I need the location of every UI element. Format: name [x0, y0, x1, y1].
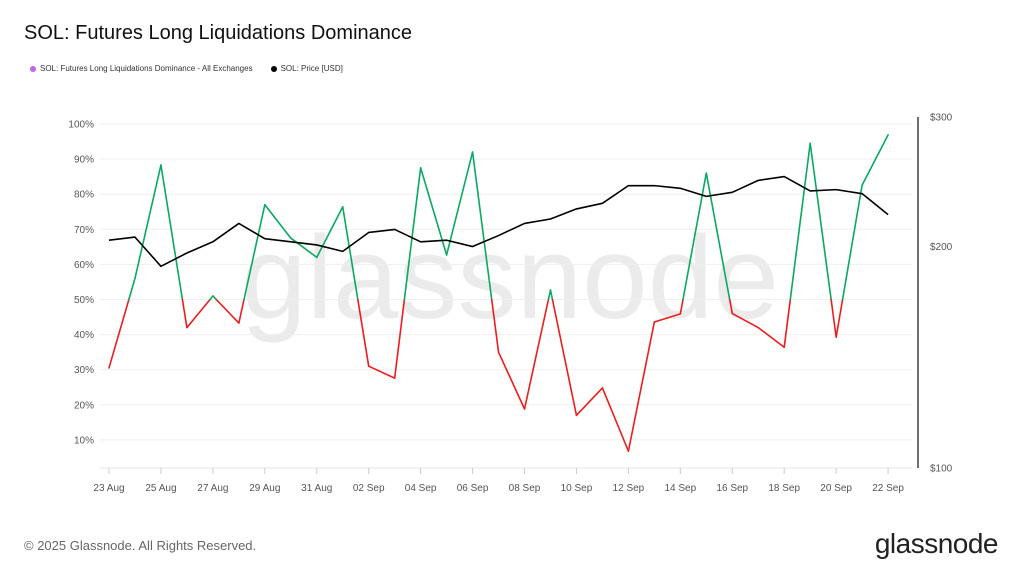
- legend-item-price[interactable]: SOL: Price [USD]: [270, 64, 343, 73]
- dominance-segment-above: [289, 237, 318, 259]
- x-tick-label: 12 Sep: [613, 483, 645, 494]
- y-right-tick-label: $200: [930, 242, 953, 253]
- dominance-segment-above: [789, 142, 811, 301]
- dominance-segment-below: [181, 298, 188, 329]
- x-tick-label: 08 Sep: [509, 483, 541, 494]
- x-tick-label: 10 Sep: [561, 483, 593, 494]
- legend-label: SOL: Price [USD]: [280, 64, 343, 73]
- watermark: glassnode: [241, 212, 779, 344]
- dominance-segment-above: [134, 164, 162, 280]
- legend: SOL: Futures Long Liquidations Dominance…: [30, 64, 343, 73]
- dominance-segment-above: [841, 184, 863, 301]
- dominance-segment-above: [160, 164, 184, 301]
- dominance-segment-below: [497, 351, 526, 410]
- x-tick-label: 20 Sep: [820, 483, 852, 494]
- x-tick-label: 23 Aug: [93, 483, 124, 494]
- dominance-segment-below: [728, 298, 734, 315]
- dominance-segment-below: [757, 326, 786, 349]
- legend-dot-icon: [30, 65, 36, 72]
- y-left-tick-label: 20%: [74, 400, 94, 411]
- chart-title: SOL: Futures Long Liquidations Dominance: [24, 22, 413, 44]
- dominance-segment-below: [835, 298, 844, 338]
- y-left-tick-label: 90%: [74, 155, 94, 166]
- x-tick-label: 27 Aug: [197, 483, 228, 494]
- dominance-segment-below: [830, 298, 837, 338]
- dominance-segment-below: [238, 298, 245, 324]
- x-tick-label: 06 Sep: [457, 483, 489, 494]
- dominance-segment-below: [215, 298, 240, 324]
- dominance-segment-below: [490, 298, 500, 353]
- y-left-tick-label: 40%: [74, 330, 94, 341]
- dominance-segment-below: [367, 365, 396, 379]
- dominance-segment-below: [357, 298, 370, 367]
- dominance-segment-below: [627, 321, 656, 452]
- x-tick-label: 02 Sep: [353, 483, 385, 494]
- dominance-segment-below: [523, 298, 550, 410]
- dominance-segment-below: [575, 387, 604, 417]
- dominance-segment-above: [264, 203, 292, 239]
- y-left-tick-label: 80%: [74, 190, 94, 201]
- dominance-segment-below: [551, 298, 578, 417]
- dominance-segment-below: [679, 298, 684, 315]
- x-tick-label: 25 Aug: [145, 483, 176, 494]
- y-left-tick-label: 70%: [74, 225, 94, 236]
- glassnode-logo: glassnode: [874, 528, 999, 559]
- dominance-segment-below: [186, 298, 211, 329]
- dominance-segment-above: [341, 206, 359, 301]
- legend-label: SOL: Futures Long Liquidations Dominance…: [40, 64, 253, 73]
- y-left-tick-label: 60%: [74, 260, 94, 271]
- x-tick-label: 18 Sep: [768, 483, 800, 494]
- dominance-segment-above: [445, 151, 474, 256]
- dominance-segment-above: [809, 142, 832, 301]
- dominance-segment-above: [705, 172, 731, 301]
- x-tick-label: 16 Sep: [716, 483, 748, 494]
- x-tick-label: 04 Sep: [405, 483, 437, 494]
- x-tick-label: 31 Aug: [301, 483, 332, 494]
- y-left-tick-label: 30%: [74, 365, 94, 376]
- x-tick-label: 14 Sep: [664, 483, 696, 494]
- dominance-segment-above: [212, 295, 218, 301]
- dominance-segment-above: [315, 206, 344, 259]
- x-tick-label: 22 Sep: [872, 483, 904, 494]
- dominance-segment-above: [471, 151, 493, 301]
- legend-dot-icon: [270, 65, 277, 72]
- dominance-segment-above: [243, 203, 266, 301]
- dominance-segment-above: [403, 167, 422, 301]
- dominance-segment-above: [861, 134, 889, 186]
- dominance-segment-below: [601, 387, 630, 452]
- dominance-segment-below: [108, 298, 130, 369]
- dominance-segment-below: [653, 313, 682, 323]
- dominance-segment-above: [682, 172, 708, 301]
- y-left-tick-label: 10%: [74, 435, 94, 446]
- dominance-segment-below: [783, 298, 792, 349]
- dominance-segment-above: [128, 277, 136, 301]
- y-right-tick-label: $300: [930, 113, 953, 124]
- price-line: [108, 175, 889, 268]
- y-right-tick-label: $100: [930, 464, 953, 475]
- dominance-segment-below: [393, 298, 406, 379]
- dominance-segment-below: [731, 312, 760, 329]
- legend-item-dominance[interactable]: SOL: Futures Long Liquidations Dominance…: [30, 64, 253, 73]
- y-left-tick-label: 50%: [74, 295, 94, 306]
- copyright: © 2025 Glassnode. All Rights Reserved.: [24, 538, 257, 553]
- x-tick-label: 29 Aug: [249, 483, 280, 494]
- dominance-segment-above: [549, 289, 554, 301]
- y-left-tick-label: 100%: [68, 120, 94, 131]
